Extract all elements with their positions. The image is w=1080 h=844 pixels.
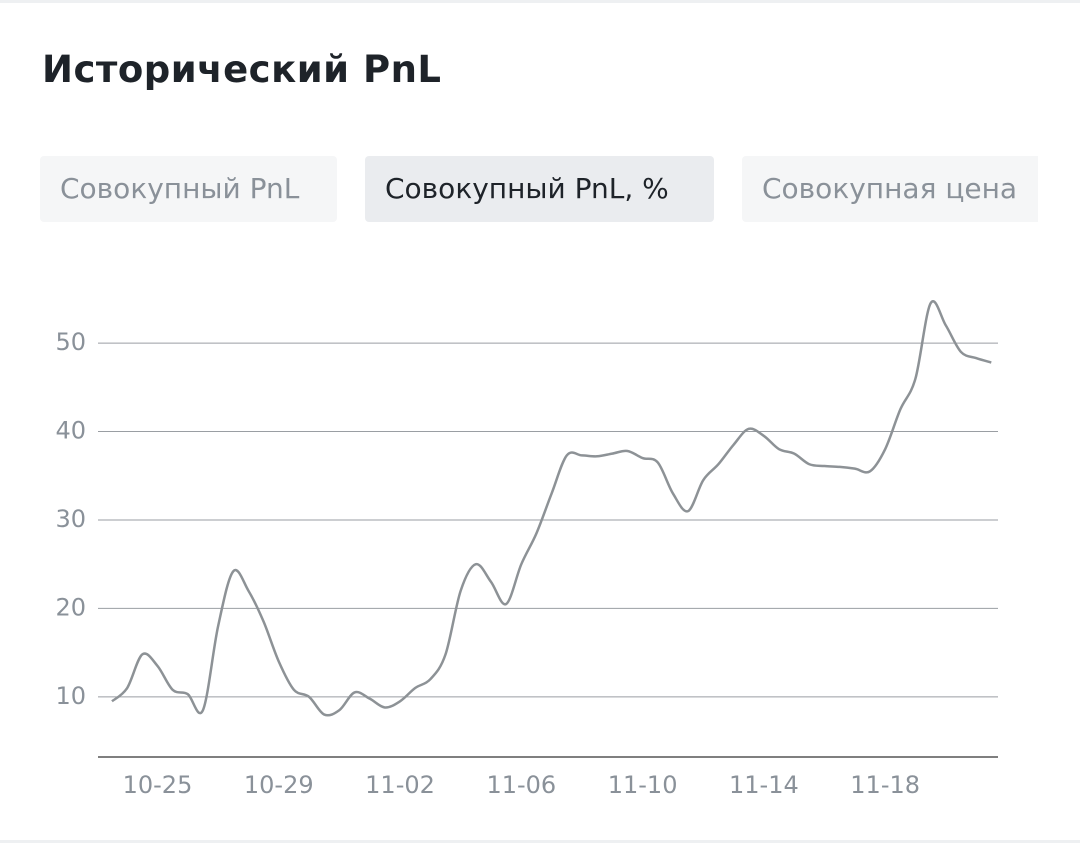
line: [111, 300, 992, 717]
bottom-border: [0, 840, 1080, 843]
x-tick-label: 11-14: [729, 771, 799, 799]
x-tick-label: 11-18: [850, 771, 920, 799]
x-tick-label: 11-02: [365, 771, 435, 799]
tab[interactable]: Совокупный PnL: [40, 156, 337, 222]
tab-bar: Совокупный PnL Совокупный PnL, % Совокуп…: [40, 156, 1038, 222]
y-tick-label: 50: [55, 328, 86, 356]
x-tick-label: 10-29: [244, 771, 314, 799]
y-tick-label: 40: [55, 417, 86, 445]
page-title: Исторический PnL: [42, 48, 442, 91]
y-tick-label: 20: [55, 593, 86, 621]
tab-active[interactable]: Совокупный PnL, %: [365, 156, 714, 222]
y-tick-label: 10: [55, 682, 86, 710]
y-tick-label: 30: [55, 505, 86, 533]
x-tick-label: 11-10: [608, 771, 678, 799]
x-tick-label: 10-25: [123, 771, 193, 799]
x-tick-label: 11-06: [486, 771, 556, 799]
top-border: [0, 0, 1080, 3]
tab[interactable]: Совокупная цена: [742, 156, 1038, 222]
